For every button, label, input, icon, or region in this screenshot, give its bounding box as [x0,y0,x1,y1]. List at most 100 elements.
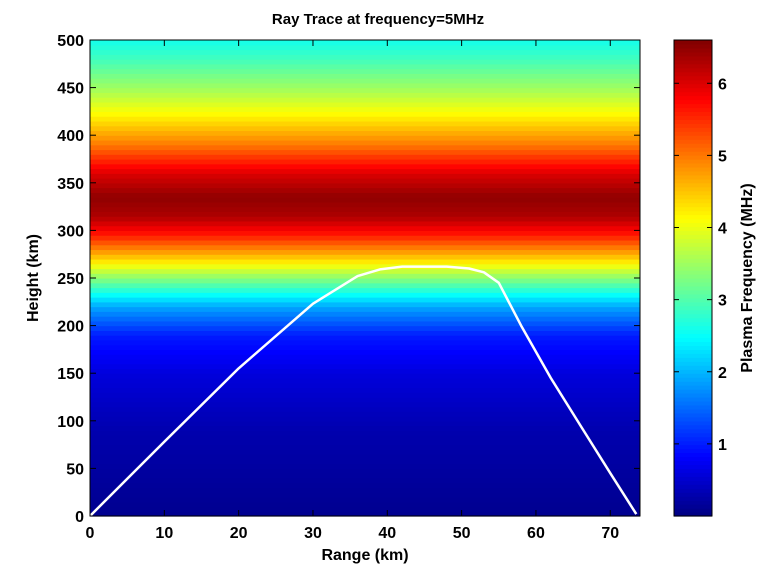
colorbar-band [674,309,712,315]
chart-title: Ray Trace at frequency=5MHz [272,11,484,28]
heatmap-band [90,182,640,189]
colorbar-band [674,111,712,116]
colorbar-band [674,436,712,442]
y-tick-label: 0 [75,509,84,526]
heatmap-band [90,192,640,198]
heatmap-band [90,463,640,469]
colorbar-band [674,103,712,109]
heatmap-band [90,230,640,236]
colorbar-band [674,262,712,267]
colorbar-band [674,369,712,374]
colorbar-band [674,226,712,231]
plot-area [89,39,641,517]
colorbar-band [674,127,712,132]
heatmap-band [90,235,640,241]
colorbar-band [674,508,712,513]
x-tick-label: 30 [304,525,322,542]
y-tick-label: 200 [57,319,84,336]
heatmap-band [90,306,640,312]
colorbar-band [674,99,712,105]
heatmap-band [90,144,640,151]
colorbar-band [674,162,712,168]
colorbar-band [674,63,712,69]
colorbar-band [674,353,712,358]
colorbar-band [674,512,712,517]
colorbar-band [674,400,712,406]
x-tick-label: 10 [155,525,173,542]
heatmap-band [90,149,640,155]
colorbar-band [674,297,712,303]
heatmap-band [90,435,640,441]
colorbar-label: Plasma Frequency (MHz) [739,183,756,372]
colorbar-band [674,301,712,307]
colorbar-band [674,270,712,275]
heatmap-band [90,59,640,65]
x-tick-label: 20 [230,525,248,542]
heatmap-band [90,206,640,212]
heatmap-band [90,254,640,260]
colorbar-band [674,95,712,101]
heatmap-band [90,468,640,474]
colorbar-band [674,206,712,212]
heatmap-band [90,449,640,455]
y-axis: 0 50 100 150 200 250 300 350 400 450 500 [57,33,640,526]
colorbar-band [674,170,712,176]
heatmap-band [90,216,640,222]
colorbar-band [674,480,712,485]
colorbar-band [674,83,712,89]
heatmap-band [90,320,640,327]
heatmap-band [90,377,640,384]
x-tick-label: 0 [86,525,95,542]
colorbar-band [674,91,712,97]
y-tick-label: 150 [57,366,84,383]
heatmap-band [90,339,640,346]
heatmap-band [90,135,640,141]
colorbar-band [674,361,712,366]
colorbar-band [674,460,712,466]
heatmap-band [90,125,640,132]
heatmap-band [90,239,640,246]
colorbar-band [674,416,712,422]
heatmap-band [90,392,640,398]
colorbar-band [674,198,712,204]
x-tick-label: 60 [527,525,545,542]
colorbar-band [674,250,712,255]
heatmap-band [90,501,640,508]
heatmap-band [90,220,640,227]
heatmap-band [90,406,640,412]
colorbar-band [674,147,712,152]
colorbar-band [674,373,712,378]
heatmap-band [90,297,640,303]
heatmap-band [90,44,640,51]
colorbar-band [674,321,712,327]
colorbar: 1 2 3 4 5 6 Plasma Frequency (MHz) [673,39,756,517]
colorbar-band [674,258,712,263]
colorbar-band [674,424,712,430]
colorbar-band [674,135,712,140]
heatmap-band [90,311,640,317]
colorbar-band [674,428,712,434]
heatmap-band [90,487,640,493]
heatmap-band [90,68,640,74]
colorbar-band [674,345,712,350]
colorbar-band [674,496,712,501]
heatmap-band [90,130,640,136]
heatmap-band [90,244,640,251]
heatmap-band [90,159,640,165]
heatmap-band [90,397,640,403]
heatmap-band [90,197,640,203]
colorbar-band [674,281,712,287]
colorbar-band [674,194,712,200]
colorbar-band [674,285,712,291]
colorbar-band [674,214,712,220]
heatmap-band [90,349,640,355]
heatmap-band [90,420,640,427]
colorbar-band [674,412,712,418]
colorbar-band [674,159,712,164]
heatmap-band [90,511,640,517]
colorbar-band [674,325,712,331]
heatmap-band [90,225,640,231]
colorbar-band [674,71,712,77]
y-tick-label: 100 [57,414,84,431]
x-axis-label: Range (km) [321,547,408,564]
